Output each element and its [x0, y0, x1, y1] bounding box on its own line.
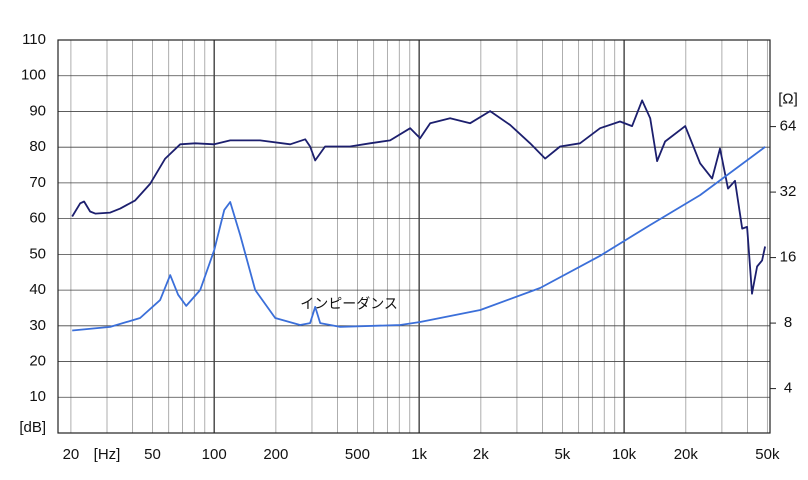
y-tick-label: 80	[29, 138, 46, 155]
x-tick-label: 500	[345, 446, 370, 463]
x-tick-label: 5k	[554, 446, 570, 463]
x-tick-label: 20k	[674, 446, 699, 463]
y-tick-label: 60	[29, 210, 46, 227]
series-label: インピーダンス	[300, 296, 398, 312]
plot-frame	[57, 39, 771, 434]
y-tick-label: 110	[22, 31, 46, 48]
x-tick-label: 50	[144, 446, 161, 463]
y2-tick-label: 32	[780, 183, 797, 200]
y2-tick-label: 16	[780, 249, 797, 266]
series-line	[71, 99, 766, 295]
y-tick-label: 70	[29, 174, 46, 191]
y-unit: [dB]	[19, 419, 46, 436]
y-tick-label: 90	[29, 102, 46, 119]
x-tick-label: 10k	[612, 446, 637, 463]
y-tick-label: 20	[29, 353, 46, 370]
x-tick-label: 100	[202, 446, 227, 463]
x-tick-label: 1k	[411, 446, 427, 463]
x-unit: [Hz]	[94, 446, 121, 463]
x-tick-label: 50k	[755, 446, 780, 463]
y-tick-label: 10	[29, 388, 46, 405]
x-tick-label: 200	[263, 446, 288, 463]
y-tick-label: 50	[29, 245, 46, 262]
series-line	[72, 146, 766, 332]
y2-unit: [Ω]	[778, 91, 798, 108]
y-tick-label: 30	[29, 317, 46, 334]
x-tick-label: 20	[63, 446, 80, 463]
y2-tick-label: 4	[784, 380, 792, 397]
x-tick-label: 2k	[473, 446, 489, 463]
y2-tick-label: 8	[784, 314, 792, 331]
y2-tick-label: 64	[780, 118, 797, 135]
y-tick-label: 100	[21, 67, 46, 84]
y-tick-label: 40	[29, 281, 46, 298]
